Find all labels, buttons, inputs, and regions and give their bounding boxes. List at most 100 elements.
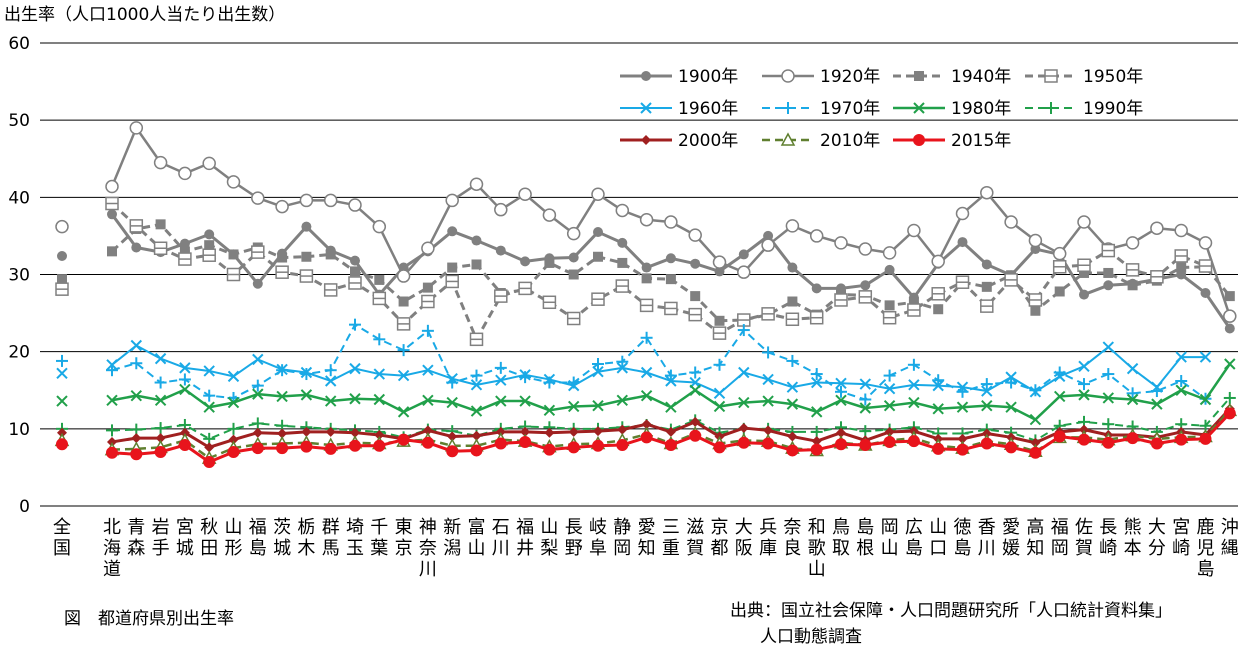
data-point xyxy=(301,251,312,262)
data-point xyxy=(372,219,387,234)
series-1950年 xyxy=(55,196,1213,347)
data-point xyxy=(665,401,677,413)
data-point xyxy=(884,264,895,275)
data-point xyxy=(780,132,796,146)
data-point xyxy=(301,221,312,232)
data-point xyxy=(396,317,411,331)
data-point xyxy=(787,431,798,442)
data-point xyxy=(421,294,435,309)
data-point xyxy=(422,364,434,376)
data-point xyxy=(907,435,920,448)
data-point xyxy=(786,381,799,393)
data-point xyxy=(323,283,338,297)
data-point xyxy=(786,398,799,410)
y-axis-ticks: 0 10 20 30 40 50 60 xyxy=(8,34,30,517)
x-tick-label: 石川 xyxy=(492,517,510,559)
data-point xyxy=(593,227,603,238)
data-point xyxy=(932,403,944,415)
data-point xyxy=(785,219,800,233)
data-point xyxy=(130,448,143,461)
data-point xyxy=(275,265,289,279)
data-point xyxy=(641,419,652,430)
data-point xyxy=(568,426,579,437)
data-point xyxy=(396,269,411,283)
series-1970年 xyxy=(56,318,1212,406)
data-point xyxy=(178,373,191,386)
data-point xyxy=(1224,358,1236,370)
x-tick-label: 秋田 xyxy=(200,517,218,559)
data-point xyxy=(495,426,506,437)
data-point xyxy=(689,366,702,379)
data-point xyxy=(1126,387,1139,400)
data-point xyxy=(617,257,628,268)
data-point xyxy=(566,226,581,241)
x-tick-label: 山形 xyxy=(225,517,243,559)
data-point xyxy=(713,358,726,371)
data-point xyxy=(1030,305,1041,316)
x-tick-label: 岩手 xyxy=(152,517,170,559)
data-point xyxy=(859,425,872,438)
data-point xyxy=(179,246,190,257)
x-tick-label: 長崎 xyxy=(1099,517,1117,559)
data-point xyxy=(567,441,580,454)
legend-label: 1990年 xyxy=(1083,99,1143,119)
data-point xyxy=(252,278,263,289)
data-point xyxy=(204,229,215,240)
legend-label: 2015年 xyxy=(951,131,1011,151)
data-point xyxy=(738,423,749,434)
data-point xyxy=(567,400,580,413)
data-point xyxy=(786,444,799,457)
data-point xyxy=(107,209,117,220)
data-point xyxy=(835,385,847,398)
data-point xyxy=(1125,236,1140,250)
data-point xyxy=(154,445,167,458)
data-point xyxy=(1078,433,1090,446)
data-point xyxy=(471,235,482,246)
x-tick-label: 岡山 xyxy=(881,517,899,559)
x-tick-label: 高知 xyxy=(1026,517,1044,559)
data-point xyxy=(227,396,240,409)
data-point xyxy=(639,212,654,227)
data-point xyxy=(1174,249,1188,263)
data-point xyxy=(931,254,945,269)
data-point xyxy=(860,280,871,291)
data-point xyxy=(931,287,945,301)
data-point xyxy=(277,428,288,439)
data-point xyxy=(835,394,847,406)
x-tick-label: 青森 xyxy=(127,517,145,559)
data-point xyxy=(883,382,896,395)
data-point xyxy=(179,427,190,438)
data-point xyxy=(202,156,216,171)
data-point xyxy=(299,269,314,283)
data-point xyxy=(665,426,676,437)
data-point xyxy=(883,435,896,448)
data-point xyxy=(616,355,629,368)
data-point xyxy=(106,446,118,459)
legend-label: 1980年 xyxy=(951,99,1011,119)
series-lines xyxy=(54,121,1238,469)
x-tick-label: 山梨 xyxy=(540,517,558,559)
x-tick-label: 奈良 xyxy=(783,517,801,559)
data-point xyxy=(956,385,969,398)
data-point xyxy=(1079,267,1089,278)
data-point xyxy=(374,274,385,285)
data-point xyxy=(494,289,508,303)
data-point xyxy=(422,394,434,406)
data-point xyxy=(1052,246,1067,261)
data-point xyxy=(446,376,459,389)
y-axis-title: 出生率（人口1000人当たり出生数） xyxy=(4,5,285,25)
series-line xyxy=(111,397,1231,442)
data-point xyxy=(1079,424,1089,435)
data-point xyxy=(56,367,68,379)
x-tick-label: 大分 xyxy=(1148,517,1166,559)
data-point xyxy=(300,368,313,381)
data-point xyxy=(981,259,992,270)
x-tick-label: 滋賀 xyxy=(686,517,704,559)
data-point xyxy=(178,166,192,181)
x-tick-label: 静岡 xyxy=(613,517,631,559)
data-point xyxy=(1102,341,1115,353)
data-point xyxy=(859,393,872,406)
data-point xyxy=(955,206,970,221)
y-tick-label: 20 xyxy=(8,343,30,363)
legend-label: 1920年 xyxy=(820,67,880,87)
